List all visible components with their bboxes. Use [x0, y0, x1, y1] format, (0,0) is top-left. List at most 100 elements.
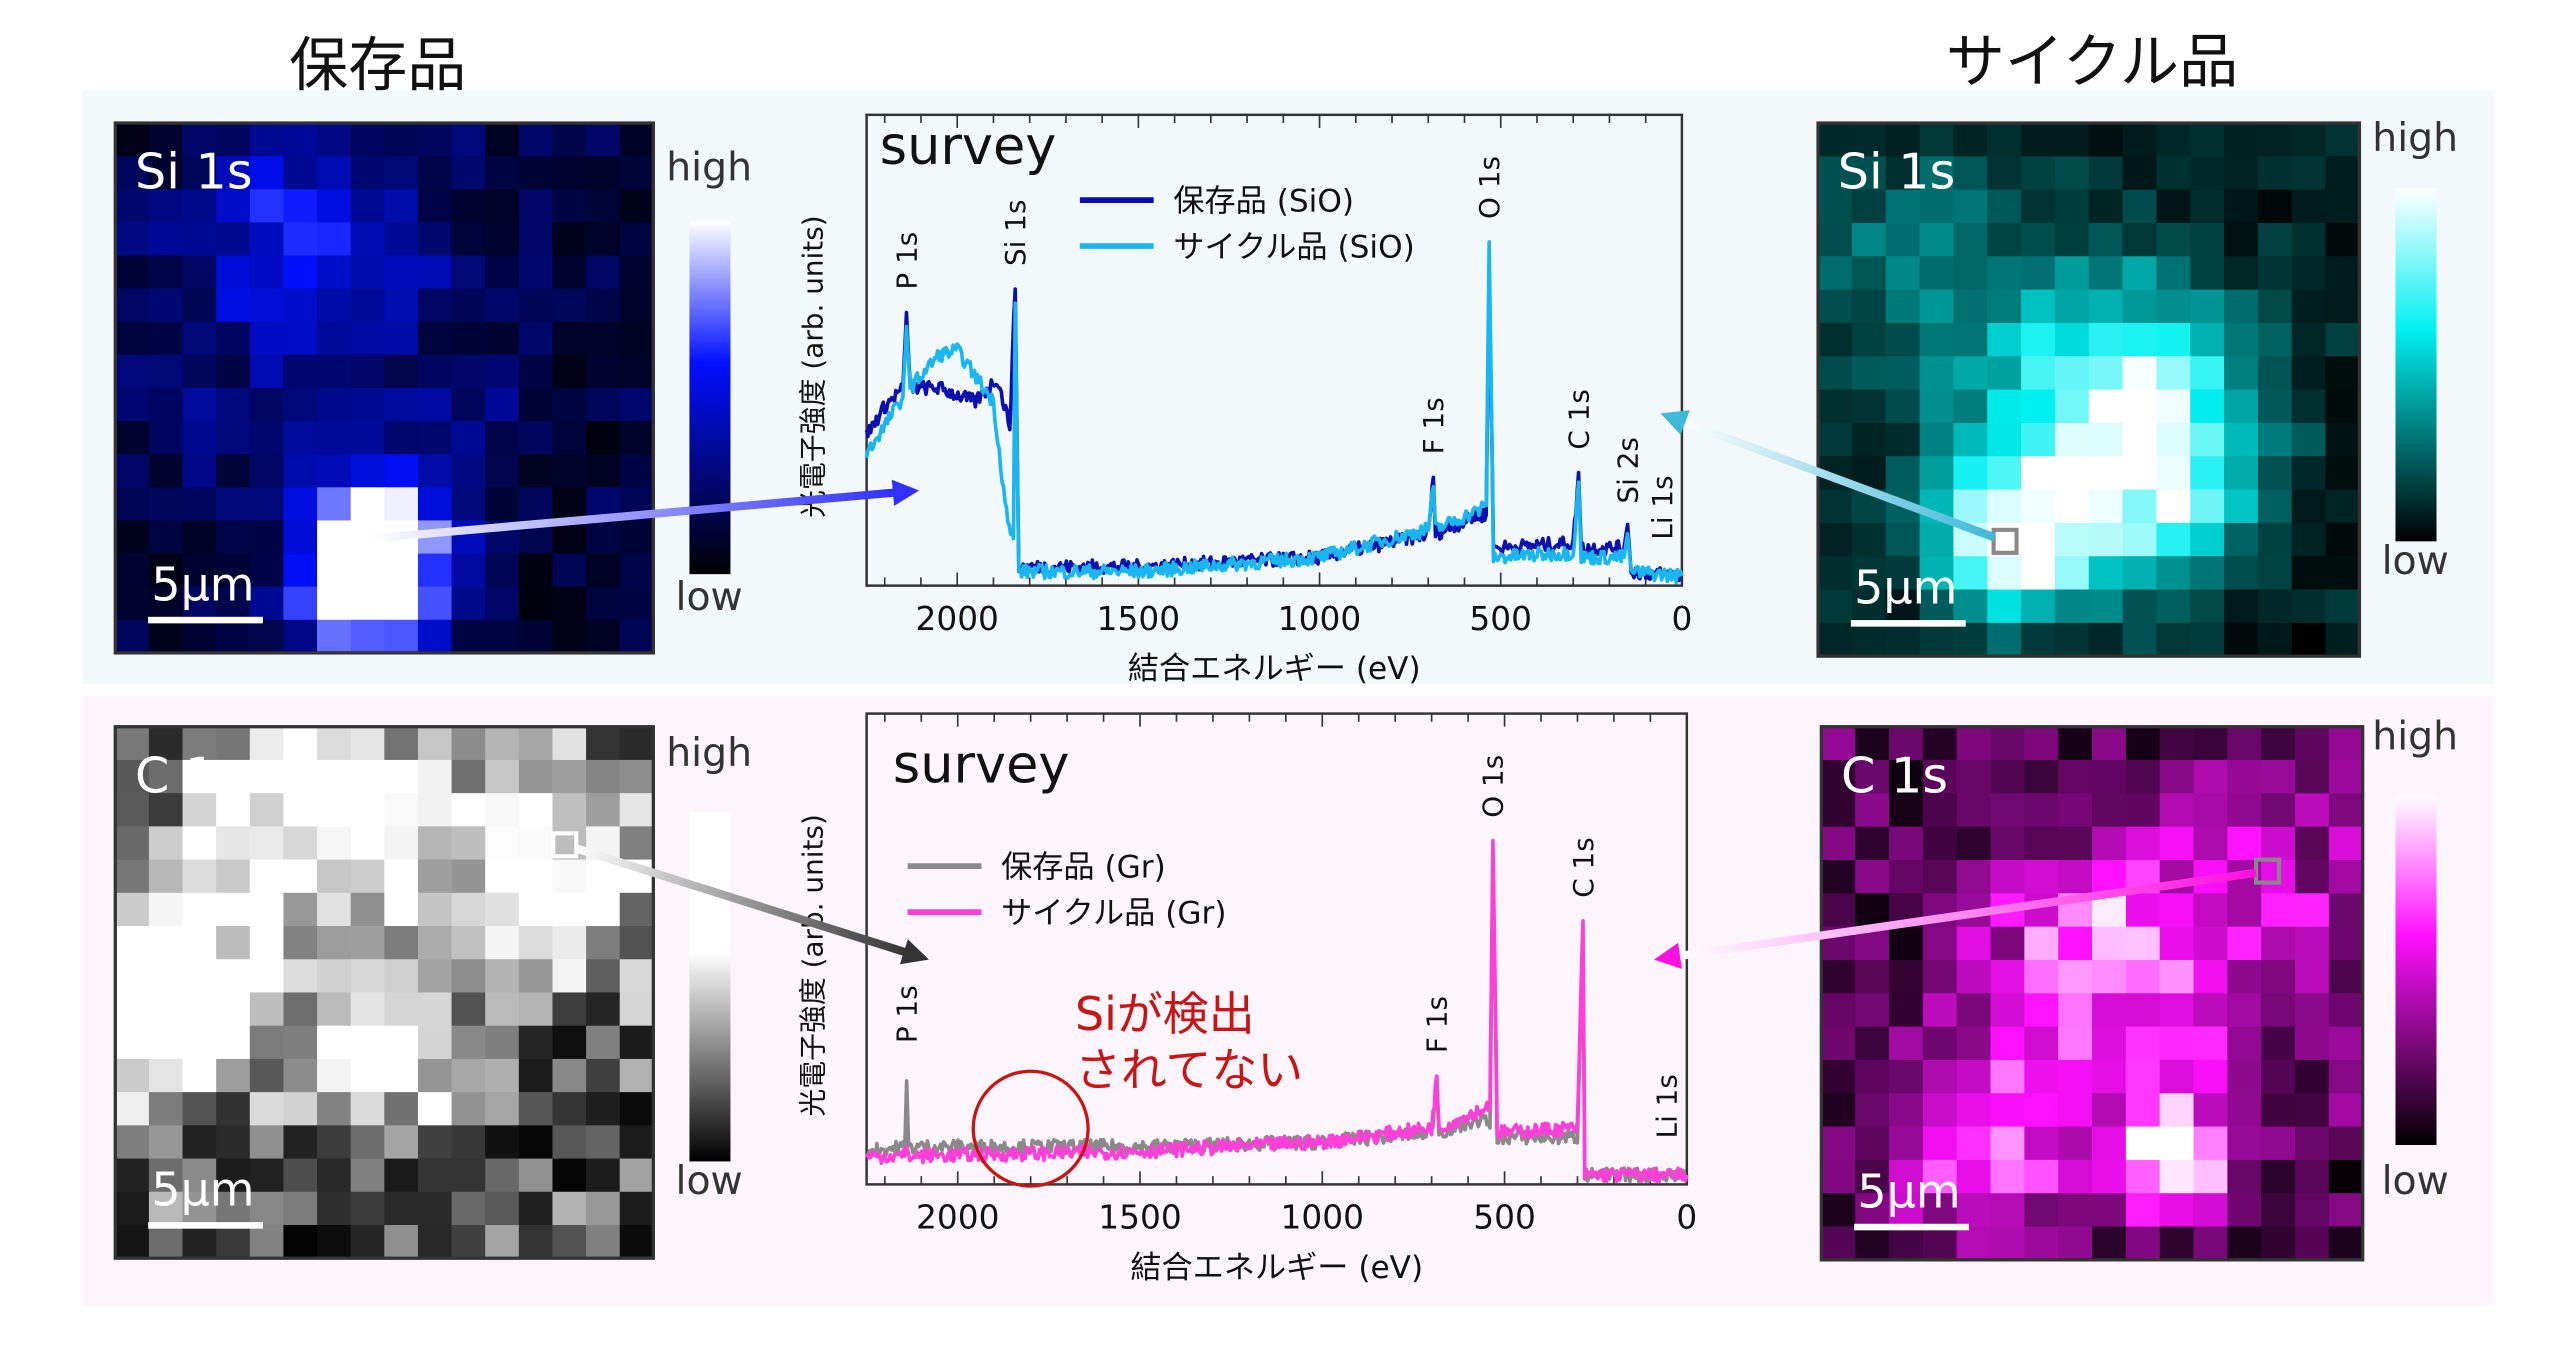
map-pixel: [518, 826, 554, 861]
map-pixel: [2328, 859, 2364, 895]
arrow-shaft: [574, 844, 910, 958]
map-pixel: [619, 1125, 655, 1160]
map-pixel: [2193, 893, 2229, 928]
map-pixel: [2227, 1126, 2263, 1161]
map-pixel: [417, 586, 453, 621]
map-pixel: [317, 1125, 352, 1160]
map-pixel: [552, 288, 587, 323]
scale-bar: [1850, 620, 1966, 627]
map-pixel: [2224, 522, 2259, 558]
map-pixel: [115, 1092, 150, 1127]
map-pixel: [2291, 356, 2327, 391]
map-pixel: [417, 222, 453, 257]
map-pixel: [2190, 456, 2225, 491]
x-tick-label: 2000: [916, 1199, 999, 1237]
connector-arrow-2: [1660, 410, 1996, 542]
map-pixel: [1889, 859, 1924, 895]
map-pixel: [1919, 156, 1955, 191]
map-pixel: [1889, 1093, 1924, 1128]
map-pixel: [1919, 589, 1955, 624]
map-pixel: [2092, 793, 2127, 828]
map-pixel: [2295, 826, 2330, 861]
map-pixel: [1953, 356, 1989, 391]
map-pixel: [485, 1191, 520, 1226]
map-pixel: [485, 354, 520, 389]
map-pixel: [2190, 222, 2225, 258]
map-pixel: [451, 619, 487, 654]
map-pixel: [552, 759, 587, 794]
map-pixel: [417, 123, 453, 157]
map-pixel: [1987, 489, 2022, 524]
map-pixel: [384, 859, 419, 894]
map-pixel: [350, 726, 386, 761]
map-pixel: [1953, 189, 1989, 224]
map-pixel: [1889, 1159, 1924, 1195]
map-pixel: [451, 826, 487, 861]
map-pixel: [182, 156, 217, 191]
map-pixel: [485, 487, 520, 522]
map-pixel: [1855, 826, 1890, 861]
map-pixel: [249, 892, 285, 927]
map-pixel: [2159, 1026, 2195, 1061]
map-pixel: [148, 255, 184, 290]
map-pixel: [2125, 1093, 2161, 1128]
map-pixel: [485, 1058, 520, 1093]
map-pixel: [249, 123, 285, 157]
map-pixel: [249, 288, 285, 323]
map-pixel: [2295, 926, 2330, 961]
map-pixel: [451, 354, 487, 389]
map-pixel: [182, 1191, 217, 1226]
map-pixel: [216, 1025, 251, 1060]
map-pixel: [216, 1191, 251, 1226]
map-pixel: [552, 421, 587, 456]
map-pixel: [384, 586, 419, 621]
map-pixel: [2092, 1059, 2127, 1095]
map-pixel: [2291, 622, 2327, 657]
map-pixel: [1953, 156, 1989, 191]
map-pixel: [2325, 422, 2361, 458]
map-pixel: [148, 421, 184, 456]
map-pixel: [2021, 123, 2056, 158]
map-pixel: [619, 189, 655, 224]
map-pixel: [249, 586, 285, 621]
map-pixel: [1851, 189, 1887, 224]
map-pixel: [2261, 1193, 2296, 1228]
map-pixel: [317, 1092, 352, 1127]
map-pixel: [1990, 1126, 2026, 1161]
map-pixel: [1821, 1226, 1856, 1261]
map-pixel: [2325, 556, 2361, 591]
map-pixel: [2054, 156, 2090, 191]
map-pixel: [2224, 123, 2259, 158]
map-pixel: [249, 1158, 285, 1193]
plot-frame: [865, 113, 1684, 587]
map-pixel: [1953, 222, 1989, 258]
map-pixel: [2328, 959, 2364, 995]
map-pixel: [1855, 1059, 1890, 1095]
map-pixel: [1987, 289, 2022, 324]
map-pixel: [1919, 322, 1955, 358]
map-pixel: [586, 354, 621, 389]
legend-label: サイクル品 (SiO): [1173, 230, 1414, 266]
map-frame: [113, 121, 655, 655]
peak-label: P 1s: [890, 232, 923, 290]
map-pixel: [417, 553, 453, 588]
connector-arrow-4: [1654, 868, 2257, 969]
map-pixel: [1956, 726, 1992, 761]
map-pixel: [2125, 926, 2161, 961]
map-pixel: [148, 354, 184, 389]
map-pixel: [2328, 1059, 2364, 1095]
x-tick-label: 1000: [1278, 600, 1361, 638]
map-pixel: [350, 189, 386, 224]
legend-label: 保存品 (SiO): [1173, 184, 1354, 220]
map-pixel: [2125, 1193, 2161, 1228]
map-pixel: [384, 926, 419, 961]
map-pixel: [1855, 1093, 1890, 1128]
map-pixel: [1956, 859, 1992, 895]
map-pixel: [2291, 256, 2327, 291]
map-pixel: [619, 1092, 655, 1127]
map-pixel: [1885, 356, 1921, 391]
map-pixel: [1818, 556, 1853, 591]
map-pixel: [1851, 422, 1887, 458]
map-pixel: [283, 454, 318, 489]
map-pixel: [317, 759, 352, 794]
